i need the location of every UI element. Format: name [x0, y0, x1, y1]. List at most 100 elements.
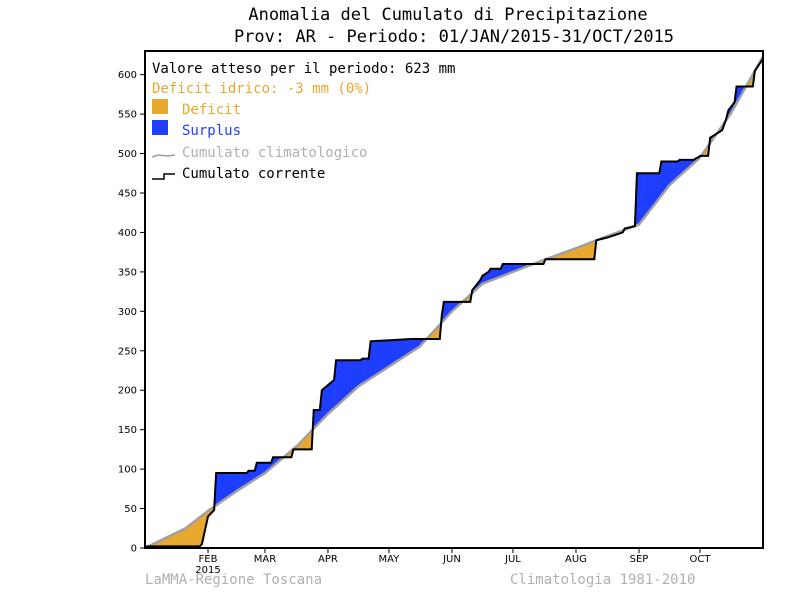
deficit-area — [174, 533, 176, 547]
deficit-area — [187, 526, 190, 547]
surplus-area — [317, 409, 320, 424]
deficit-legend-swatch — [152, 99, 168, 114]
deficit-area — [591, 242, 593, 260]
surplus-area — [502, 264, 505, 276]
surplus-area — [659, 170, 661, 198]
deficit-area — [169, 535, 171, 547]
surplus-area — [638, 173, 641, 224]
surplus-area — [493, 268, 496, 280]
deficit-area — [559, 253, 562, 260]
x-tick-label: JUL — [504, 554, 521, 565]
y-tick-label: 350 — [118, 267, 137, 278]
surplus-area — [372, 341, 375, 377]
surplus-area — [648, 173, 650, 213]
deficit-area — [706, 148, 708, 156]
deficit-area — [158, 541, 160, 547]
clim-cumulative-line — [144, 55, 765, 550]
surplus-area — [349, 360, 351, 395]
deficit-area — [211, 508, 213, 513]
surplus-area — [240, 473, 242, 489]
deficit-area — [468, 296, 470, 302]
surplus-area — [385, 340, 388, 369]
surplus-area — [364, 358, 366, 383]
deficit-area — [178, 531, 180, 547]
clim-legend-label: Cumulato climatologico — [182, 145, 367, 161]
deficit-area — [297, 444, 299, 450]
deficit-area — [168, 536, 170, 547]
surplus-area — [665, 161, 667, 190]
surplus-area — [682, 159, 685, 173]
surplus-area — [637, 173, 640, 225]
surplus-area — [446, 301, 449, 317]
surplus-area — [419, 338, 421, 347]
surplus-area — [409, 339, 411, 354]
surplus-area — [352, 360, 354, 392]
surplus-area — [689, 159, 692, 167]
surplus-area — [443, 301, 446, 320]
surplus-area — [395, 339, 397, 363]
deficit-area — [556, 255, 559, 260]
surplus-area — [483, 274, 485, 284]
surplus-area — [261, 462, 264, 475]
surplus-area — [270, 462, 272, 469]
deficit-area — [192, 522, 195, 547]
surplus-area — [246, 472, 249, 485]
deficit-area — [201, 515, 204, 542]
surplus-area — [225, 473, 227, 499]
surplus-area — [688, 159, 691, 168]
surplus-area — [333, 380, 335, 409]
surplus-area — [348, 360, 350, 396]
surplus-area — [413, 338, 415, 351]
deficit-area — [573, 248, 576, 260]
surplus-area — [318, 409, 321, 423]
surplus-area — [669, 161, 671, 185]
surplus-area — [389, 340, 392, 366]
deficit-area — [429, 335, 432, 339]
surplus-area — [359, 360, 361, 386]
y-tick-label: 600 — [118, 70, 137, 81]
y-tick-label: 100 — [118, 465, 137, 476]
surplus-area — [228, 473, 230, 497]
surplus-area — [258, 462, 261, 477]
surplus-area — [739, 86, 742, 98]
surplus-area — [371, 341, 374, 378]
surplus-area — [325, 386, 328, 416]
surplus-area — [257, 462, 260, 478]
current-legend-line — [152, 173, 175, 180]
surplus-area — [521, 264, 523, 269]
surplus-area — [451, 301, 454, 311]
surplus-area — [492, 268, 495, 280]
surplus-area — [647, 173, 649, 214]
surplus-area — [345, 360, 347, 398]
surplus-area — [354, 360, 356, 390]
deficit-area — [195, 519, 198, 547]
deficit-area — [582, 245, 584, 260]
surplus-area — [452, 301, 455, 310]
surplus-area — [216, 473, 218, 505]
x-tick-year-label: 2015 — [195, 565, 220, 576]
surplus-area — [509, 264, 512, 273]
surplus-area — [671, 161, 673, 183]
y-tick-label: 50 — [124, 504, 137, 515]
surplus-area — [259, 462, 262, 476]
surplus-area — [650, 173, 652, 210]
surplus-area — [272, 458, 274, 467]
surplus-area — [220, 473, 222, 503]
surplus-area — [219, 473, 221, 503]
surplus-area — [507, 264, 510, 274]
surplus-area — [267, 462, 270, 471]
deficit-area — [572, 249, 575, 260]
surplus-area — [486, 272, 488, 282]
deficit-area — [290, 451, 292, 458]
deficit-area — [183, 529, 186, 547]
surplus-area — [326, 385, 329, 415]
surplus-area — [343, 360, 345, 400]
deficit-area — [564, 252, 567, 260]
surplus-area — [373, 341, 376, 377]
surplus-area — [512, 264, 515, 272]
chart-title: Anomalia del Cumulato di Precipitazione — [248, 5, 647, 25]
deficit-area — [467, 297, 469, 302]
deficit-area — [561, 253, 564, 260]
